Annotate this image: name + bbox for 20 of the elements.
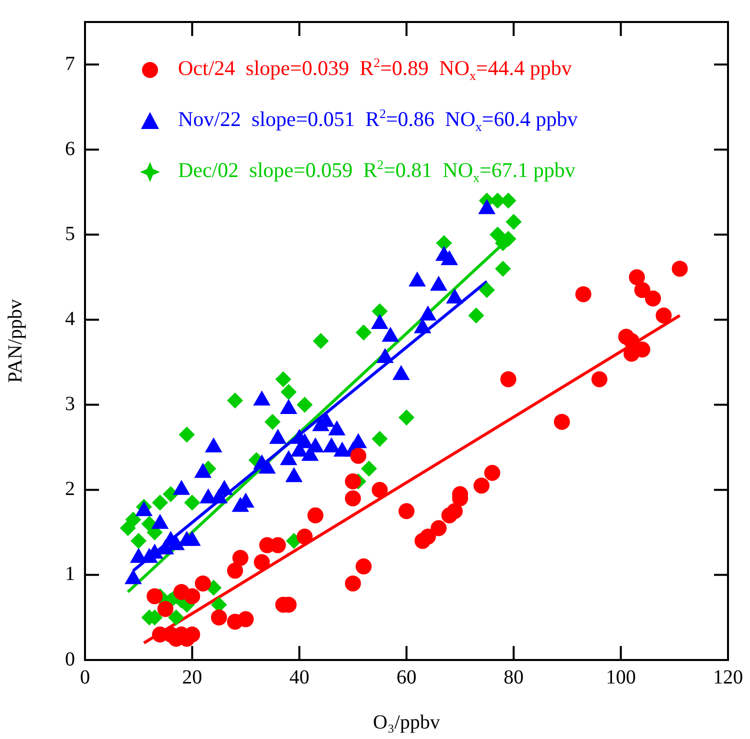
x-axis-title: O₃/ppbv xyxy=(373,711,440,734)
y-tick-label: 6 xyxy=(65,138,75,160)
legend-label: Dec/02 slope=0.059 R$^{2}$=0.81 NO$_{x}$=67.1 ppbv xyxy=(178,156,576,188)
x-tick-label: 120 xyxy=(713,666,743,688)
y-tick-label: 2 xyxy=(65,478,75,500)
y-tick-label: 4 xyxy=(65,308,75,330)
x-tick-label: 80 xyxy=(504,666,524,688)
y-tick-label: 1 xyxy=(65,563,75,586)
x-tick-label: 40 xyxy=(289,666,310,688)
legend-label: Nov/22 slope=0.051 R$^{2}$=0.86 NO$_{x}$=60.4 ppbv xyxy=(178,105,578,136)
y-tick-label: 7 xyxy=(65,52,75,75)
y-axis-title: PAN/ppbv xyxy=(4,299,26,383)
y-tick-label: 5 xyxy=(65,222,75,245)
x-tick-label: 0 xyxy=(80,666,90,688)
y-tick-label: 3 xyxy=(65,393,75,416)
x-tick-label: 20 xyxy=(182,666,202,688)
x-tick-label: 100 xyxy=(606,666,636,688)
y-tick-label: 0 xyxy=(65,648,75,670)
x-tick-label: 60 xyxy=(396,666,416,688)
legend-label: Oct/24 slope=0.039 R$^{2}$=0.89 NO$_{x}$=44.4 ppbv xyxy=(178,54,572,86)
